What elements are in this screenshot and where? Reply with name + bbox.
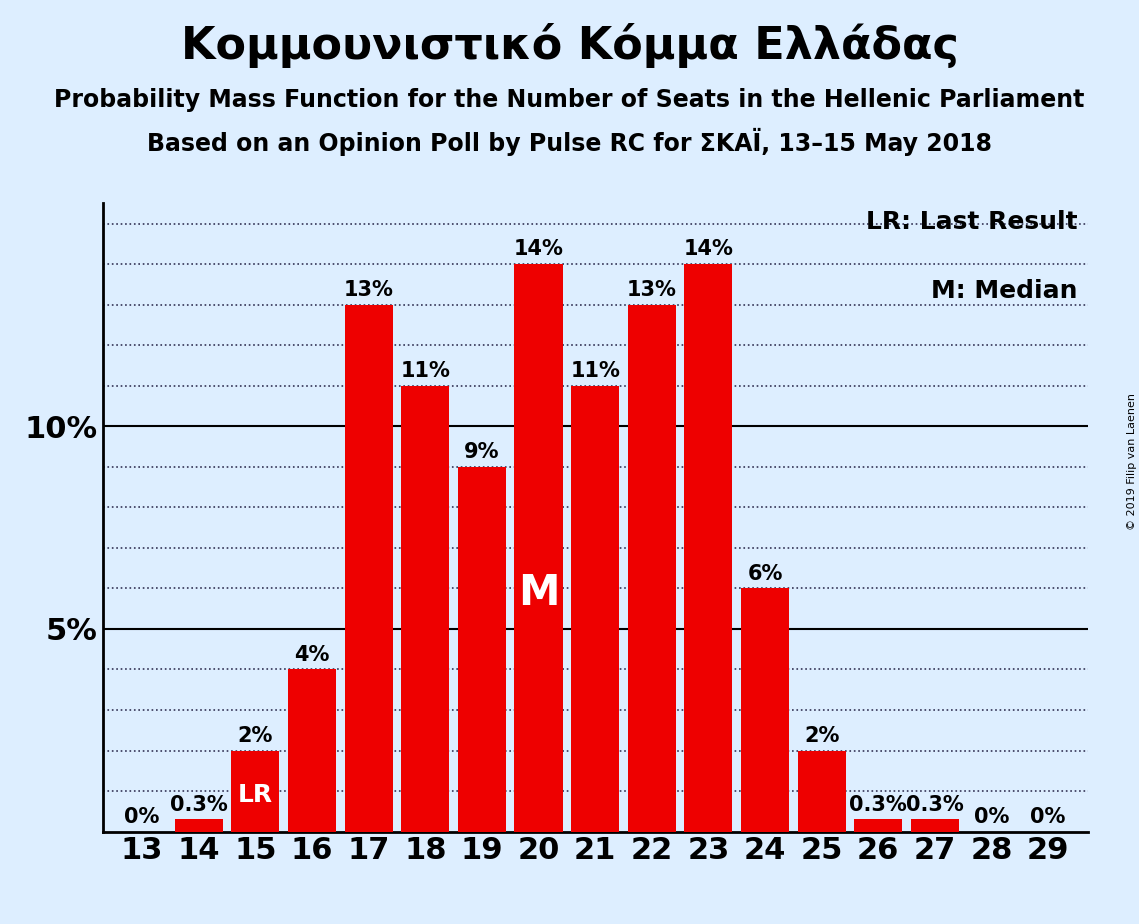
Bar [401, 385, 449, 832]
Bar [515, 264, 563, 832]
Text: Κομμουνιστικό Κόμμα Ελλάδας: Κομμουνιστικό Κόμμα Ελλάδας [181, 23, 958, 68]
Text: 13%: 13% [626, 280, 677, 299]
Bar [854, 820, 902, 832]
Text: M: Median: M: Median [932, 279, 1077, 303]
Bar [571, 385, 620, 832]
Text: 2%: 2% [804, 725, 839, 746]
Bar [911, 820, 959, 832]
Bar [345, 305, 393, 832]
Bar [741, 589, 789, 832]
Bar [797, 750, 845, 832]
Text: LR: LR [238, 784, 273, 808]
Bar [628, 305, 675, 832]
Text: © 2019 Filip van Laenen: © 2019 Filip van Laenen [1126, 394, 1137, 530]
Bar [174, 820, 223, 832]
Bar [685, 264, 732, 832]
Text: 0%: 0% [124, 807, 159, 827]
Text: 9%: 9% [464, 442, 500, 462]
Text: 11%: 11% [400, 361, 450, 381]
Bar [288, 670, 336, 832]
Text: 0.3%: 0.3% [906, 795, 964, 815]
Text: M: M [518, 572, 559, 614]
Text: 2%: 2% [238, 725, 273, 746]
Bar [458, 467, 506, 832]
Text: 11%: 11% [571, 361, 620, 381]
Text: 14%: 14% [683, 239, 734, 260]
Text: 14%: 14% [514, 239, 564, 260]
Text: 0.3%: 0.3% [850, 795, 907, 815]
Text: 0%: 0% [974, 807, 1009, 827]
Text: LR: Last Result: LR: Last Result [867, 210, 1077, 234]
Text: 4%: 4% [294, 645, 329, 664]
Text: Based on an Opinion Poll by Pulse RC for ΣΚΑΪ, 13–15 May 2018: Based on an Opinion Poll by Pulse RC for… [147, 128, 992, 155]
Text: 6%: 6% [747, 564, 782, 584]
Text: Probability Mass Function for the Number of Seats in the Hellenic Parliament: Probability Mass Function for the Number… [55, 88, 1084, 112]
Text: 0.3%: 0.3% [170, 795, 228, 815]
Text: 0%: 0% [1031, 807, 1066, 827]
Bar [231, 750, 279, 832]
Text: 13%: 13% [344, 280, 394, 299]
